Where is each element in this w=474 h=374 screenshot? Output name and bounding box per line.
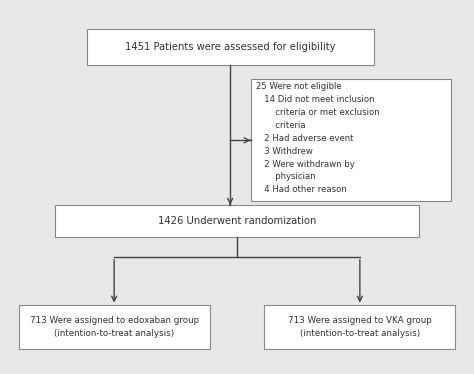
Text: criteria or met exclusion: criteria or met exclusion (256, 108, 380, 117)
FancyBboxPatch shape (55, 205, 419, 237)
Text: 2 Were withdrawn by: 2 Were withdrawn by (256, 160, 355, 169)
Text: criteria: criteria (256, 121, 306, 130)
FancyBboxPatch shape (87, 29, 374, 65)
Text: 713 Were assigned to VKA group
(intention-to-treat analysis): 713 Were assigned to VKA group (intentio… (288, 316, 432, 338)
Text: 1426 Underwent randomization: 1426 Underwent randomization (158, 216, 316, 226)
Text: 1451 Patients were assessed for eligibility: 1451 Patients were assessed for eligibil… (125, 42, 336, 52)
Text: 14 Did not meet inclusion: 14 Did not meet inclusion (256, 95, 374, 104)
FancyBboxPatch shape (251, 79, 451, 201)
Text: 25 Were not eligible: 25 Were not eligible (256, 83, 342, 92)
FancyBboxPatch shape (18, 306, 210, 349)
Text: 3 Withdrew: 3 Withdrew (256, 147, 313, 156)
Text: 713 Were assigned to edoxaban group
(intention-to-treat analysis): 713 Were assigned to edoxaban group (int… (29, 316, 199, 338)
Text: 2 Had adverse event: 2 Had adverse event (256, 134, 354, 143)
Text: 4 Had other reason: 4 Had other reason (256, 185, 347, 194)
FancyBboxPatch shape (264, 306, 456, 349)
Text: physician: physician (256, 172, 316, 181)
